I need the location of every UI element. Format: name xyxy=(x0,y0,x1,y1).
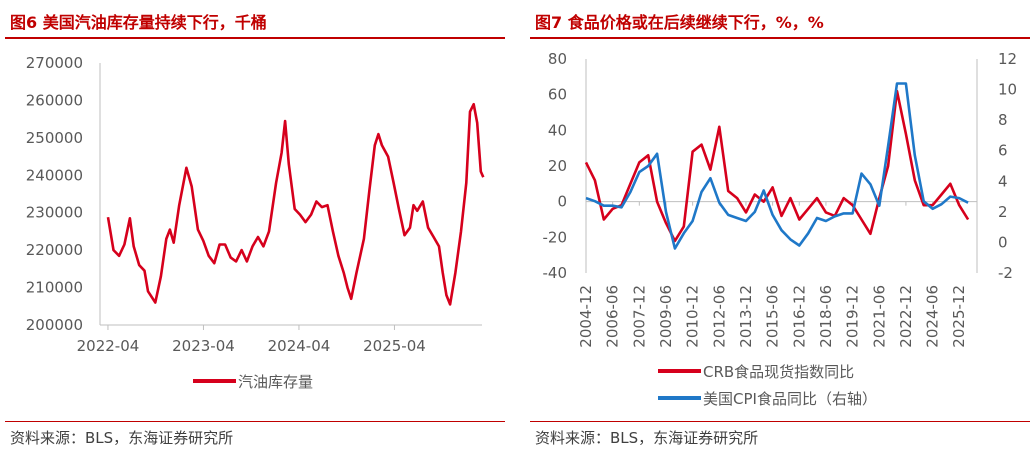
figure-6-title: 图6 美国汽油库存量持续下行，千桶 xyxy=(10,13,267,32)
x-tick-label: 2022-04 xyxy=(77,337,140,355)
y2-tick-label: -2 xyxy=(998,264,1013,282)
y-tick-label: -20 xyxy=(543,228,568,246)
y2-tick-label: 4 xyxy=(998,172,1008,190)
x-tick-label: 2013-12 xyxy=(737,285,755,348)
figure-6-bottom-rule xyxy=(5,421,505,422)
y-tick-label: 0 xyxy=(557,193,567,211)
figure-7-bottom-rule xyxy=(530,421,1030,422)
y-tick-label: 40 xyxy=(548,121,567,139)
y-tick-label: 60 xyxy=(548,86,567,104)
x-tick-label: 2007-12 xyxy=(630,285,648,348)
figure-6-source: 资料来源：BLS，东海证券研究所 xyxy=(10,429,234,447)
y-tick-label: 260000 xyxy=(26,91,83,109)
figure-7-top-rule xyxy=(530,37,1030,39)
figure-6-top-rule xyxy=(5,37,505,39)
y-tick-label: 230000 xyxy=(26,204,83,222)
x-tick-label: 2019-12 xyxy=(844,285,862,348)
y2-tick-label: 2 xyxy=(998,203,1008,221)
x-tick-label: 2010-12 xyxy=(684,285,702,348)
x-tick-label: 2004-12 xyxy=(577,285,595,348)
x-tick-label: 2006-06 xyxy=(604,285,622,348)
x-tick-label: 2018-06 xyxy=(817,285,835,348)
legend-label-cpi-food: 美国CPI食品同比（右轴） xyxy=(703,390,877,408)
x-tick-label: 2015-06 xyxy=(764,285,782,348)
figure-7-source: 资料来源：BLS，东海证券研究所 xyxy=(535,429,759,447)
y-tick-label: 250000 xyxy=(26,129,83,147)
x-tick-label: 2021-06 xyxy=(870,285,888,348)
x-tick-label: 2024-04 xyxy=(268,337,331,355)
figure-7-panel: 图7 食品价格或在后续继续下行，%，% 80 60 40 20 0 -20 -40 12 10 8… xyxy=(525,0,1035,453)
series-line-gasoline-inventory xyxy=(106,102,485,306)
x-tick-label: 2022-12 xyxy=(897,285,915,348)
y-tick-label: 20 xyxy=(548,157,567,175)
y2-tick-label: 6 xyxy=(998,142,1008,160)
y-tick-label: 80 xyxy=(548,50,567,68)
y2-tick-label: 0 xyxy=(998,233,1008,251)
y2-tick-label: 12 xyxy=(998,50,1017,68)
legend-label-gasoline-inventory: 汽油库存量 xyxy=(238,373,313,391)
legend-label-crb-food: CRB食品现货指数同比 xyxy=(703,363,854,381)
x-tick-label: 2009-06 xyxy=(657,285,675,348)
y2-tick-label: 8 xyxy=(998,111,1008,129)
x-tick-label: 2024-06 xyxy=(924,285,942,348)
gasoline-inventory-chart: 270000 260000 250000 240000 230000 220000 2100… xyxy=(26,54,485,391)
x-tick-label: 2025-12 xyxy=(950,285,968,348)
figure-7-title: 图7 食品价格或在后续继续下行，%，% xyxy=(535,13,824,32)
y-tick-label: 200000 xyxy=(26,316,83,334)
figure-6-panel: 图6 美国汽油库存量持续下行，千桶 270000 260000 250000 2400… xyxy=(0,0,510,453)
y-tick-label: 210000 xyxy=(26,279,83,297)
y-tick-label: -40 xyxy=(543,264,568,282)
x-tick-label: 2012-06 xyxy=(710,285,728,348)
x-tick-label: 2016-12 xyxy=(790,285,808,348)
y-tick-label: 270000 xyxy=(26,54,83,72)
y-tick-label: 240000 xyxy=(26,166,83,184)
y2-tick-label: 10 xyxy=(998,81,1017,99)
x-tick-label: 2023-04 xyxy=(172,337,235,355)
series-line-cpi-food xyxy=(585,82,969,250)
y-tick-label: 220000 xyxy=(26,241,83,259)
x-tick-label: 2025-04 xyxy=(363,337,426,355)
